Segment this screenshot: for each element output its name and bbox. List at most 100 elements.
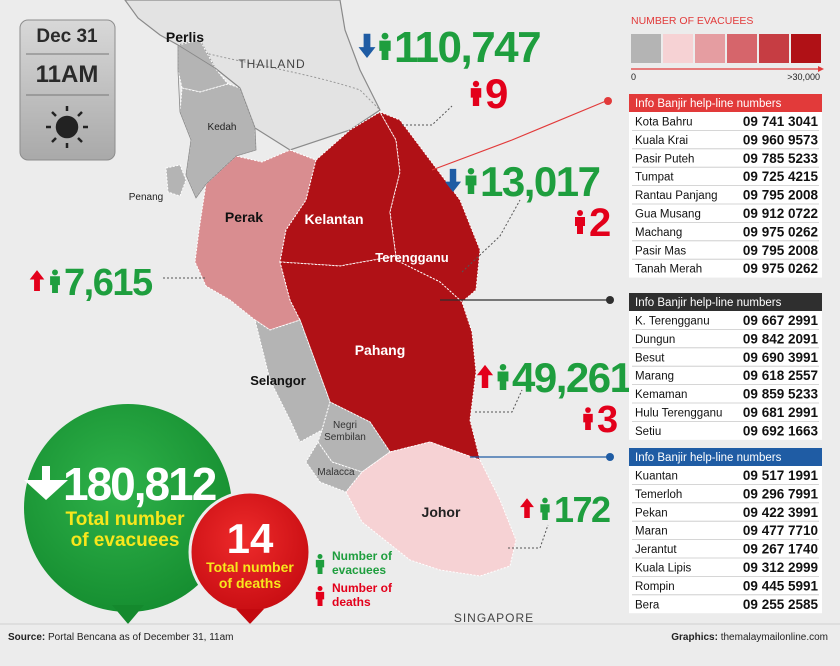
place-name: Marang: [635, 371, 674, 383]
person-icon: [317, 554, 323, 559]
key-evacuees: Number of: [332, 549, 393, 563]
footer-credit: Graphics: themalaymailonline.com: [671, 632, 828, 643]
table-title: Info Banjir help-line numbers: [635, 452, 782, 464]
state-label: Selangor: [250, 373, 306, 388]
source-label: Source:: [8, 632, 45, 643]
phone-number: 09 667 2991: [743, 313, 819, 328]
state-shape: [179, 83, 257, 200]
state-shape: [279, 255, 481, 461]
phone-number: 09 741 3041: [743, 114, 819, 129]
place-name: K. Terengganu: [635, 316, 710, 328]
total-deaths: 14: [227, 515, 274, 562]
trend-arrow: [444, 168, 462, 192]
legend-swatch: [631, 34, 661, 63]
table-header: [629, 94, 822, 112]
time: 11AM: [36, 61, 99, 88]
place-name: Tumpat: [635, 172, 674, 184]
legend-swatch: [791, 34, 821, 63]
evacuee-count: 110,747: [394, 23, 540, 72]
trend-arrow: [29, 270, 45, 291]
state-label: Terengganu: [375, 250, 448, 265]
place-name: Dungun: [635, 334, 675, 346]
death-count: 3: [597, 399, 618, 441]
pointer: [112, 605, 144, 624]
total-evacuees-circle: [24, 404, 232, 612]
state-label: Penang: [129, 192, 163, 203]
phone-number: 09 267 1740: [743, 542, 818, 557]
place-name: Bera: [635, 599, 660, 611]
down-arrow: [24, 466, 68, 500]
phone-number: 09 422 3991: [743, 505, 819, 520]
person-icon: [467, 167, 475, 175]
person-icon: [52, 269, 58, 276]
helplines: Info Banjir help-line numbers Kota Bahru 0…: [629, 94, 822, 614]
state-label: Malacca: [317, 467, 355, 478]
phone-number: 09 975 0262: [743, 224, 818, 239]
person-icon: [470, 88, 482, 106]
evacuee-count: 172: [554, 489, 610, 530]
place-name: Hulu Terengganu: [635, 408, 722, 420]
trend-arrow: [476, 364, 494, 388]
place-name: Besut: [635, 352, 665, 364]
person-icon: [381, 32, 389, 40]
phone-number: 09 795 2008: [743, 188, 819, 203]
date-box: [19, 19, 116, 161]
country-label: THAILAND: [238, 57, 305, 71]
trend-arrow: [520, 498, 534, 518]
place-name: Kota Bahru: [635, 117, 693, 129]
state-label: Johor: [422, 504, 461, 520]
person-icon: [542, 497, 548, 504]
key-deaths: deaths: [332, 595, 371, 609]
link-line: [431, 100, 607, 171]
person-icon: [315, 559, 325, 574]
place-name: Kuala Lipis: [635, 563, 692, 575]
place-name: Kemaman: [635, 389, 687, 401]
place-name: Tanah Merah: [635, 264, 702, 276]
legend-arrow: [818, 66, 824, 72]
place-name: Kuantan: [635, 471, 678, 483]
table-header: [629, 448, 822, 466]
legend-min: 0: [631, 72, 636, 82]
sun-icon: [46, 106, 88, 148]
phone-number: 09 477 7710: [743, 523, 818, 538]
place-name: Jerantut: [635, 544, 677, 556]
person-icon: [575, 217, 585, 234]
link-dot: [604, 97, 612, 105]
person-icon: [465, 175, 477, 194]
map: Perlis Kedah Penang Perak Kelantan Terengganu…: [129, 29, 534, 625]
state-label: Sembilan: [324, 432, 366, 443]
place-name: Pasir Puteh: [635, 153, 694, 165]
person-icon: [583, 413, 593, 430]
phone-number: 09 725 4215: [743, 169, 819, 184]
person-icon: [315, 591, 325, 606]
legend-swatch: [759, 34, 789, 63]
person-icon: [577, 210, 583, 216]
link-dot: [606, 453, 614, 461]
table-title: Info Banjir help-line numbers: [635, 297, 782, 309]
place-name: Setiu: [635, 426, 661, 438]
place-name: Machang: [635, 227, 682, 239]
place-name: Rantau Panjang: [635, 190, 717, 202]
phone-number: 09 296 7991: [743, 486, 819, 501]
source: Portal Bencana as of December 31, 11am: [48, 632, 233, 643]
death-count: 2: [589, 201, 611, 245]
total-deaths-label: Total number: [206, 559, 294, 575]
phone-number: 09 842 2091: [743, 331, 819, 346]
person-icon: [585, 407, 591, 413]
place-name: Temerloh: [635, 489, 682, 501]
person-icon: [499, 363, 507, 371]
state-label: Kedah: [208, 122, 237, 133]
total-evacuees-label: Total number: [66, 509, 186, 530]
credit-label: Graphics:: [671, 632, 718, 643]
credit: themalaymailonline.com: [721, 632, 828, 643]
footer-source: Source: Portal Bencana as of December 31…: [8, 632, 234, 643]
person-icon: [540, 504, 550, 520]
country-label: SINGAPORE: [454, 611, 534, 625]
phone-number: 09 912 0722: [743, 206, 818, 221]
total-evacuees: 180,812: [63, 458, 216, 510]
key: [315, 554, 325, 606]
place-name: Pekan: [635, 507, 668, 519]
phone-number: 09 681 2991: [743, 405, 819, 420]
